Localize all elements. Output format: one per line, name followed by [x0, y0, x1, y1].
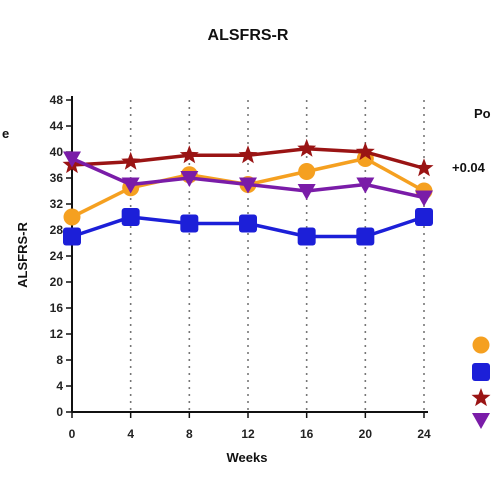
y-tick-label-20: 20 — [50, 275, 64, 289]
series-3-point-5 — [356, 177, 375, 194]
y-tick-label-0: 0 — [56, 405, 63, 419]
series-1-point-5 — [356, 227, 375, 246]
series-1-point-1 — [121, 208, 140, 226]
y-tick-label-16: 16 — [50, 301, 64, 315]
y-tick-label-24: 24 — [50, 249, 64, 263]
y-tick-label-8: 8 — [56, 353, 63, 367]
legend-marker-1 — [472, 363, 490, 381]
series-2-point-6 — [414, 158, 434, 177]
legend-marker-2 — [471, 388, 491, 407]
series-group — [62, 138, 434, 246]
series-2-point-1 — [121, 151, 141, 170]
y-tick-label-44: 44 — [50, 119, 64, 133]
legend — [471, 336, 491, 429]
series-1-point-6 — [415, 208, 433, 226]
series-3-point-0 — [63, 151, 81, 168]
annotation-line-2: +0.04 — [452, 160, 486, 175]
series-3-point-1 — [121, 177, 140, 194]
series-1-point-0 — [63, 227, 81, 246]
y-tick-label-48: 48 — [50, 93, 64, 107]
series-1-point-3 — [239, 214, 257, 233]
series-3-point-6 — [415, 190, 433, 207]
series-1-point-4 — [297, 227, 316, 246]
legend-marker-0 — [472, 336, 490, 354]
legend-marker-3 — [472, 413, 490, 429]
series-2-point-2 — [179, 145, 199, 164]
x-tick-label-8: 8 — [186, 427, 193, 441]
series-3 — [63, 151, 433, 207]
x-tick-label-4: 4 — [127, 427, 134, 441]
series-2-point-5 — [355, 142, 375, 161]
chart-title: ALSFRS-R — [208, 27, 289, 44]
series-0-point-0 — [63, 208, 81, 226]
series-3-point-4 — [297, 184, 316, 200]
y-tick-label-32: 32 — [50, 197, 64, 211]
left-cropped-text: e — [2, 126, 9, 141]
axes — [66, 96, 428, 418]
series-3-point-3 — [239, 177, 257, 194]
y-tick-label-12: 12 — [50, 327, 64, 341]
annotation-line-1: Po — [474, 106, 491, 121]
series-1 — [63, 208, 433, 246]
series-2-point-4 — [297, 138, 317, 157]
x-tick-label-12: 12 — [241, 427, 255, 441]
x-tick-label-24: 24 — [417, 427, 431, 441]
y-tick-label-4: 4 — [56, 379, 63, 393]
y-tick-label-28: 28 — [50, 223, 64, 237]
series-0-point-4 — [298, 163, 316, 180]
series-3-point-2 — [180, 171, 199, 187]
grid-lines — [129, 100, 425, 412]
y-tick-label-40: 40 — [50, 145, 64, 159]
x-tick-label-16: 16 — [300, 427, 314, 441]
series-2-point-3 — [238, 145, 258, 164]
y-axis-label: ALSFRS-R — [15, 222, 30, 288]
x-tick-label-0: 0 — [69, 427, 76, 441]
series-1-point-2 — [180, 214, 199, 233]
x-axis-label: Weeks — [227, 450, 268, 465]
y-tick-label-36: 36 — [50, 171, 64, 185]
x-tick-label-20: 20 — [359, 427, 373, 441]
